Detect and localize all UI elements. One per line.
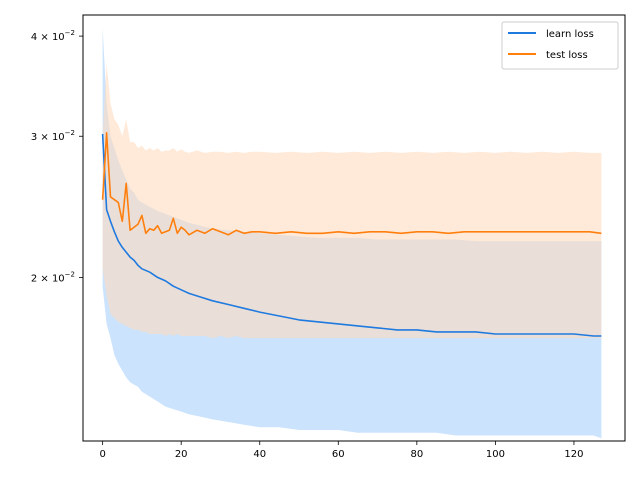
- confidence-bands: [102, 27, 602, 439]
- legend-label-learn-loss: learn loss: [546, 29, 594, 40]
- x-tick-label: 100: [486, 449, 505, 460]
- y-axis-ticks: 2 × 10−2 3 × 10−2 4 × 10−2: [31, 29, 83, 284]
- x-tick-label: 40: [253, 449, 266, 460]
- series-lines: [101, 132, 602, 337]
- line-learn-loss: [101, 133, 602, 337]
- x-tick-label: 60: [332, 449, 345, 460]
- x-tick-label: 20: [175, 449, 188, 460]
- line-test-loss: [101, 132, 602, 236]
- x-tick-label: 120: [564, 449, 583, 460]
- band-test-loss: [102, 63, 602, 339]
- plot-frame: [82, 14, 626, 442]
- x-axis-ticks: 0 20 40 60 80 100 120: [99, 441, 583, 460]
- legend: learn loss test loss: [501, 21, 619, 70]
- y-tick-label: 3 × 10−2: [31, 129, 75, 143]
- legend-label-test-loss: test loss: [546, 50, 588, 61]
- y-tick-label: 4 × 10−2: [31, 29, 75, 43]
- x-tick-label: 0: [99, 449, 105, 460]
- y-tick-label: 2 × 10−2: [31, 270, 75, 284]
- x-tick-label: 80: [410, 449, 423, 460]
